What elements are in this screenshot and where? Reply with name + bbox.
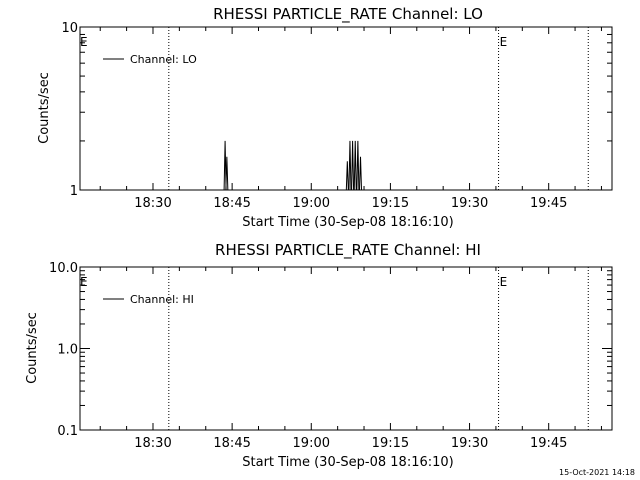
panel-lo-x-tick-label: 18:45: [213, 196, 250, 211]
panel-lo-x-tick-label: 19:30: [451, 196, 488, 211]
panel-hi-x-tick-label: 18:45: [213, 436, 250, 451]
panel-lo-data-spike: [225, 156, 229, 191]
panel-lo-data-spike: [348, 140, 352, 191]
panel-lo: RHESSI PARTICLE_RATE Channel: LO Start T…: [37, 5, 483, 230]
panel-lo-xlabel: Start Time (30-Sep-08 18:16:10): [242, 215, 453, 230]
panel-lo-data-spike: [359, 156, 363, 191]
panel-hi-x-tick-label: 19:45: [530, 436, 567, 451]
panel-lo-data-spike: [351, 140, 355, 191]
panel-lo-data-spike: [223, 140, 227, 191]
panel-hi-x-tick-label: 19:00: [293, 436, 330, 451]
panel-lo-x-tick-label: 19:00: [293, 196, 330, 211]
panel-lo-y-tick-label: 1: [70, 184, 78, 199]
panel-lo-x-tick-label: 18:30: [134, 196, 171, 211]
panel-hi-plot-frame: [79, 266, 613, 431]
footer-timestamp: 15-Oct-2021 14:18: [559, 468, 635, 477]
panel-hi-x-tick-label: 19:30: [451, 436, 488, 451]
panel-lo-data-spike: [356, 140, 360, 191]
panel-lo-event-marker-label: E: [500, 35, 508, 49]
panel-lo-y-tick-label: 10: [61, 21, 78, 36]
panel-hi-ylabel: Counts/sec: [25, 312, 40, 384]
panel-hi-event-marker-label: E: [500, 275, 508, 289]
panel-hi-x-tick-label: 19:15: [372, 436, 409, 451]
panel-hi-xlabel: Start Time (30-Sep-08 18:16:10): [242, 455, 453, 470]
panel-lo-data-spike: [353, 140, 357, 191]
panel-hi-event-marker-label: E: [80, 275, 88, 289]
panel-hi-x-tick-label: 18:30: [134, 436, 171, 451]
panel-lo-x-tick-label: 19:15: [372, 196, 409, 211]
panel-hi-y-tick-label: 10.0: [49, 261, 78, 276]
panel-lo-ylabel: Counts/sec: [37, 72, 52, 144]
panel-lo-event-marker-label: E: [80, 35, 88, 49]
panel-lo-data-spike: [345, 161, 349, 191]
panel-lo-title: RHESSI PARTICLE_RATE Channel: LO: [213, 5, 483, 24]
panel-hi-y-tick-label: 0.1: [57, 424, 78, 439]
panel-hi-title: RHESSI PARTICLE_RATE Channel: HI: [215, 241, 481, 260]
panel-hi-y-tick-label: 1.0: [57, 343, 78, 358]
panel-hi-legend-label: Channel: HI: [130, 293, 194, 306]
panel-lo-x-tick-label: 19:45: [530, 196, 567, 211]
panel-lo-plot-frame: [79, 26, 613, 191]
panel-hi: RHESSI PARTICLE_RATE Channel: HI Start T…: [25, 241, 481, 470]
panel-lo-legend-label: Channel: LO: [130, 53, 197, 66]
